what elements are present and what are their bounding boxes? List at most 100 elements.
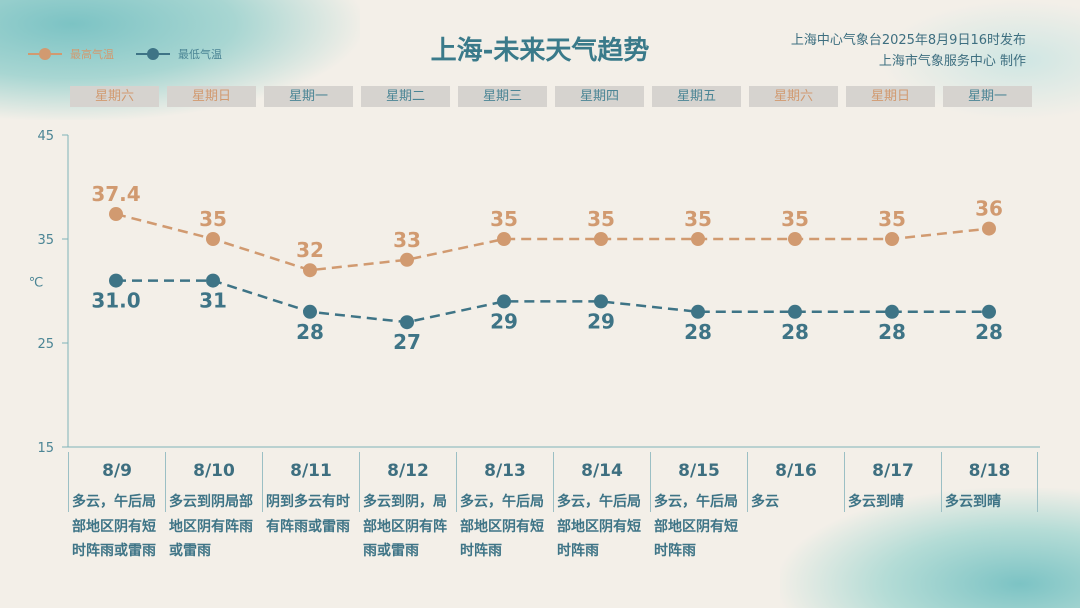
date-label: 8/18 bbox=[968, 461, 1011, 481]
high-temp-point bbox=[885, 232, 899, 246]
low-temp-point bbox=[982, 304, 996, 319]
date-label: 8/12 bbox=[387, 461, 429, 481]
issuer-line-2: 上海市气象服务中心 制作 bbox=[878, 54, 1026, 69]
day-column: 8/9 多云，午后局部地区阴有短时阵雨或雷雨 bbox=[68, 452, 165, 559]
low-temp-label: 28 bbox=[684, 320, 712, 344]
day-column: 8/15 多云，午后局部地区阴有短时阵雨 bbox=[650, 452, 747, 559]
day-column: 8/12 多云到阴，局部地区阴有阵雨或雷雨 bbox=[359, 452, 456, 559]
low-temp-label: 29 bbox=[587, 309, 615, 333]
day-column: 8/17 多云到晴 bbox=[844, 452, 941, 512]
high-temp-label: 35 bbox=[199, 207, 227, 231]
weekday-label: 星期一 bbox=[943, 86, 1032, 107]
high-temp-label: 37.4 bbox=[91, 182, 140, 206]
weather-description: 多云 bbox=[751, 494, 779, 510]
date-weather-row: 8/9 多云，午后局部地区阴有短时阵雨或雷雨 8/10 多云到阴局部地区阴有阵雨或雷雨… bbox=[68, 452, 1038, 559]
high-temp-point bbox=[303, 263, 317, 278]
low-temp-label: 28 bbox=[296, 320, 324, 344]
weekday-label: 星期日 bbox=[167, 86, 256, 107]
weekday-label: 星期六 bbox=[70, 86, 159, 107]
day-column: 8/13 多云，午后局部地区阴有短时阵雨 bbox=[456, 452, 553, 559]
weekday-label: 星期四 bbox=[555, 86, 644, 107]
high-temp-label: 33 bbox=[393, 228, 421, 252]
legend: 最高气温 最低气温 bbox=[28, 46, 222, 62]
weather-description: 多云到阴，局部地区阴有阵雨或雷雨 bbox=[363, 494, 447, 559]
low-temp-label: 31 bbox=[199, 289, 227, 313]
high-temp-point bbox=[788, 232, 802, 246]
low-temp-point bbox=[400, 315, 414, 330]
legend-label-high: 最高气温 bbox=[70, 48, 114, 61]
high-temp-point bbox=[691, 232, 705, 246]
weekday-label: 星期二 bbox=[361, 86, 450, 107]
legend-item-high: 最高气温 bbox=[28, 46, 114, 62]
weather-description: 多云到晴 bbox=[848, 494, 904, 510]
low-temp-label: 28 bbox=[878, 320, 906, 344]
date-label: 8/15 bbox=[678, 461, 720, 481]
issuer-info: 上海中心气象台2025年8月9日16时发布 上海市气象服务中心 制作 bbox=[791, 30, 1026, 72]
day-column: 8/14 多云，午后局部地区阴有短时阵雨 bbox=[553, 452, 650, 559]
low-temp-point bbox=[303, 304, 317, 319]
weekday-row: 星期六 星期日 星期一 星期二 星期三 星期四 星期五 星期六 星期日 星期一 bbox=[70, 86, 1040, 107]
low-temp-point bbox=[109, 273, 123, 288]
weekday-label: 星期日 bbox=[846, 86, 935, 107]
date-label: 8/14 bbox=[581, 461, 623, 481]
legend-label-low: 最低气温 bbox=[178, 48, 222, 61]
day-column: 8/10 多云到阴局部地区阴有阵雨或雷雨 bbox=[165, 452, 262, 559]
low-temp-point bbox=[497, 294, 511, 309]
low-temp-point bbox=[885, 304, 899, 319]
page-title: 上海-未来天气趋势 bbox=[430, 36, 650, 66]
date-label: 8/16 bbox=[775, 461, 817, 481]
issuer-line-1: 上海中心气象台2025年8月9日16时发布 bbox=[790, 33, 1026, 48]
day-column: 8/11 阴到多云有时有阵雨或雷雨 bbox=[262, 452, 359, 535]
high-temp-point bbox=[982, 221, 996, 236]
date-label: 8/10 bbox=[193, 461, 235, 481]
low-temp-point bbox=[206, 273, 220, 288]
low-temp-label: 28 bbox=[781, 320, 809, 344]
weather-description: 多云到阴局部地区阴有阵雨或雷雨 bbox=[169, 494, 253, 559]
y-tick-label: 15 bbox=[37, 441, 54, 456]
date-label: 8/11 bbox=[290, 461, 332, 481]
y-axis-label: ℃ bbox=[29, 276, 44, 291]
high-temp-point bbox=[109, 207, 123, 222]
low-temp-point bbox=[788, 304, 802, 319]
day-column: 8/16 多云 bbox=[747, 452, 844, 512]
weekday-label: 星期三 bbox=[458, 86, 547, 107]
high-temp-point bbox=[594, 232, 608, 246]
high-temp-point bbox=[497, 232, 511, 246]
low-temp-line bbox=[116, 279, 989, 324]
high-temp-label: 35 bbox=[490, 207, 518, 231]
legend-item-low: 最低气温 bbox=[136, 46, 222, 62]
low-temp-point bbox=[691, 304, 705, 319]
y-tick-label: 25 bbox=[37, 337, 54, 352]
date-label: 8/17 bbox=[872, 461, 914, 481]
weather-description: 多云，午后局部地区阴有短时阵雨 bbox=[460, 494, 544, 559]
weekday-label: 星期六 bbox=[749, 86, 838, 107]
day-column: 8/18 多云到晴 bbox=[941, 452, 1038, 512]
low-temp-label: 31.0 bbox=[91, 289, 140, 313]
high-temp-label: 35 bbox=[684, 207, 712, 231]
high-temp-label: 35 bbox=[587, 207, 615, 231]
low-temp-label: 29 bbox=[490, 309, 518, 333]
low-temp-label: 27 bbox=[393, 330, 421, 354]
weather-description: 多云，午后局部地区阴有短时阵雨 bbox=[654, 494, 738, 559]
weather-description: 多云到晴 bbox=[945, 494, 1001, 510]
weekday-label: 星期五 bbox=[652, 86, 741, 107]
y-tick-label: 35 bbox=[37, 233, 54, 248]
high-temp-line bbox=[115, 212, 990, 272]
y-tick-label: 45 bbox=[37, 129, 54, 144]
background-wash bbox=[780, 488, 1080, 608]
low-temp-point bbox=[594, 294, 608, 309]
weather-description: 多云，午后局部地区阴有短时阵雨 bbox=[557, 494, 641, 559]
high-temp-point bbox=[206, 232, 220, 246]
high-temp-label: 36 bbox=[975, 197, 1003, 221]
high-temp-label: 35 bbox=[878, 207, 906, 231]
weather-description: 阴到多云有时有阵雨或雷雨 bbox=[266, 494, 350, 535]
high-temp-label: 35 bbox=[781, 207, 809, 231]
high-temp-label: 32 bbox=[296, 238, 324, 262]
date-label: 8/9 bbox=[102, 461, 132, 481]
high-temp-point bbox=[400, 252, 414, 267]
weather-description: 多云，午后局部地区阴有短时阵雨或雷雨 bbox=[72, 494, 156, 559]
legend-marker-high bbox=[28, 48, 62, 60]
legend-marker-low bbox=[136, 48, 170, 60]
date-label: 8/13 bbox=[484, 461, 526, 481]
